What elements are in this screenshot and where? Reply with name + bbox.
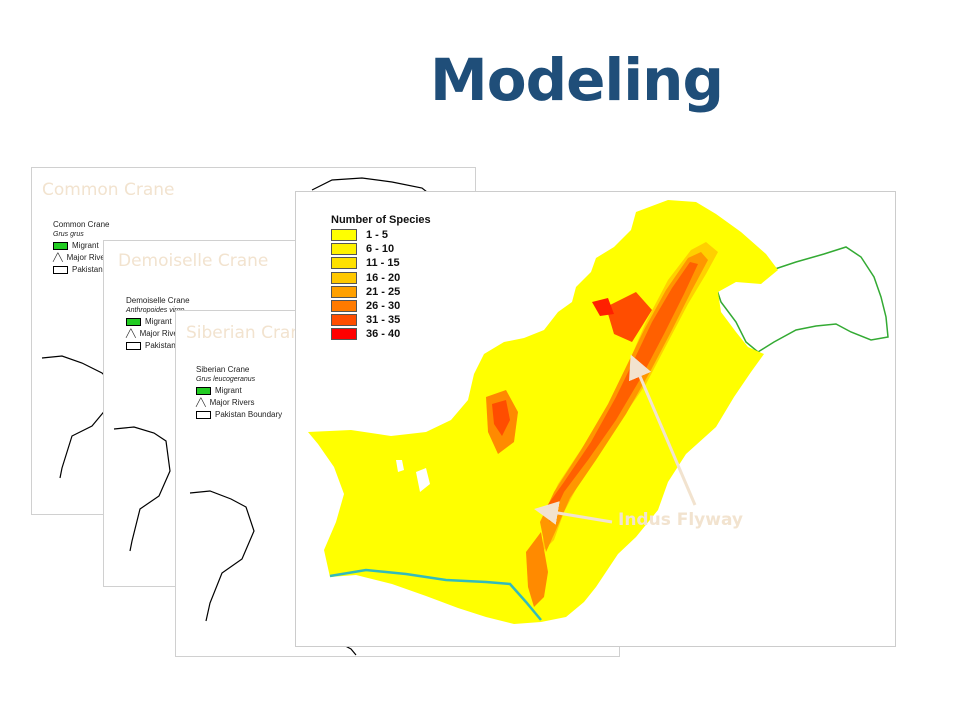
legend-color-swatch (331, 328, 357, 341)
legend-scientific-name: Grus grus (53, 231, 84, 238)
legend-title: Number of Species (331, 214, 431, 226)
legend-item: Migrant (145, 317, 172, 326)
legend-label: 36 - 40 (366, 328, 401, 341)
pakistan-species-map (308, 200, 889, 624)
legend-species-name: Common Crane (53, 220, 110, 229)
card-title: Siberian Crane (186, 323, 312, 343)
delta-hotspot (526, 532, 548, 607)
legend-row: 21 - 25 (331, 285, 431, 299)
boundary-swatch (126, 342, 141, 350)
migrant-swatch (196, 387, 211, 395)
legend-color-swatch (331, 285, 357, 298)
western-hotspot-core (492, 400, 510, 436)
slide-title: Modeling (430, 46, 724, 114)
indus-flyway-label: Indus Flyway (618, 510, 743, 530)
legend-item: Major Rivers (209, 398, 255, 407)
legend-label: 6 - 10 (366, 243, 395, 256)
northern-hotspot (606, 292, 652, 342)
card-title: Demoiselle Crane (118, 251, 269, 271)
legend-scientific-name: Anthropoides virgo (126, 307, 185, 314)
legend-species-name: Demoiselle Crane (126, 296, 190, 305)
legend-item: Major Rivers (66, 253, 112, 262)
card-title: Common Crane (42, 180, 175, 200)
legend-row: 1 - 5 (331, 228, 431, 242)
migrant-swatch (53, 242, 68, 250)
legend-scientific-name: Grus leucogeranus (196, 376, 256, 383)
legend-label: 11 - 15 (366, 257, 400, 270)
legend-label: 16 - 20 (366, 271, 401, 284)
legend-color-swatch (331, 229, 357, 242)
river-symbol-icon: ╱╲ (126, 329, 136, 338)
legend-row: 6 - 10 (331, 242, 431, 256)
lake (416, 468, 430, 492)
legend-row: 36 - 40 (331, 327, 431, 341)
legend-color-swatch (331, 257, 357, 270)
migrant-swatch (126, 318, 141, 326)
legend-color-swatch (331, 271, 357, 284)
legend-item: Major Rivers (139, 329, 185, 338)
legend-row: 31 - 35 (331, 313, 431, 327)
mini-legend: Siberian Crane Grus leucogeranus Migrant… (196, 365, 282, 421)
lake (396, 460, 404, 472)
boundary-swatch (53, 266, 68, 274)
pakistan-outline-map (113, 426, 171, 552)
legend-label: 1 - 5 (366, 229, 389, 242)
legend-label: 31 - 35 (366, 314, 401, 327)
legend-row: 26 - 30 (331, 299, 431, 313)
coastal-river (329, 568, 542, 621)
legend-color-swatch (331, 314, 357, 327)
legend-item: Migrant (215, 386, 242, 395)
legend-item: Pakistan Boundary (215, 410, 283, 419)
legend-color-swatch (331, 300, 357, 313)
legend-item: Migrant (72, 241, 99, 250)
northern-hotspot-core (592, 298, 614, 316)
richness-band-very-high (544, 262, 698, 522)
northern-areas-boundary (715, 246, 889, 353)
legend-label: 26 - 30 (366, 300, 401, 313)
legend-species-name: Siberian Crane (196, 365, 250, 374)
legend-label: 21 - 25 (366, 285, 401, 298)
legend-color-swatch (331, 243, 357, 256)
legend-row: 16 - 20 (331, 271, 431, 285)
boundary-swatch (196, 411, 211, 419)
legend-row: 11 - 15 (331, 256, 431, 270)
river-symbol-icon: ╱╲ (53, 253, 63, 262)
river-symbol-icon: ╱╲ (196, 398, 206, 407)
